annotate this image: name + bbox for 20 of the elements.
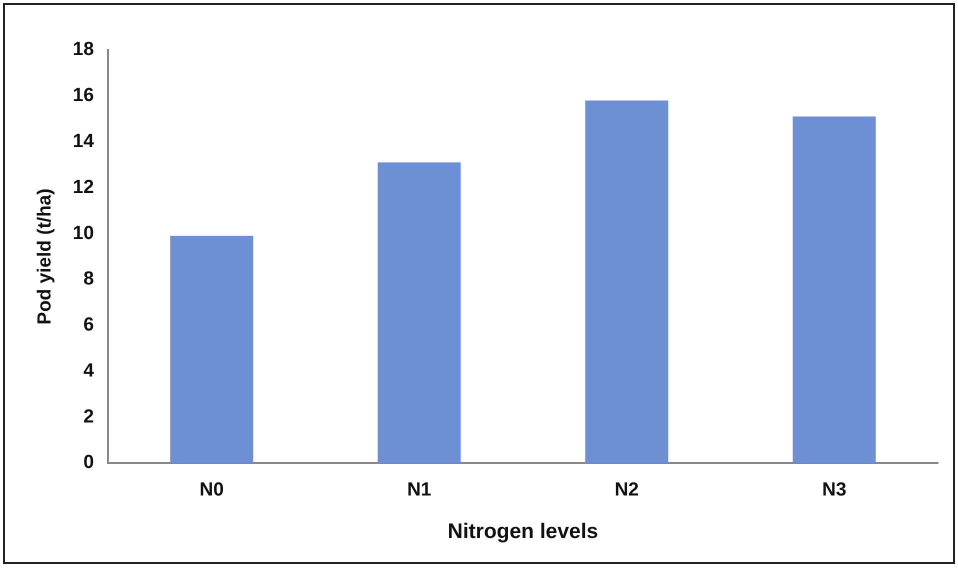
y-tick-label: 14	[72, 131, 94, 152]
y-tick-label: 16	[72, 85, 94, 106]
y-axis-title: Pod yield (t/ha)	[34, 188, 56, 325]
bar	[170, 236, 254, 463]
y-tick-label: 0	[83, 452, 94, 474]
x-tick-label: N2	[614, 480, 639, 501]
y-tick-label: 6	[83, 314, 94, 336]
y-tick-label: 2	[83, 406, 94, 428]
y-tick-label: 18	[72, 39, 94, 60]
x-tick-label: N1	[407, 480, 432, 501]
y-tick-label: 4	[83, 360, 94, 382]
y-tick-label: 12	[72, 176, 94, 198]
bar	[378, 162, 461, 463]
x-tick-label: N0	[200, 480, 224, 501]
y-tick-label: 10	[72, 222, 94, 244]
x-tick-label: N3	[822, 480, 846, 501]
bar	[792, 116, 876, 463]
y-tick-label: 8	[83, 268, 94, 290]
bar	[585, 100, 668, 463]
x-axis-title: Nitrogen levels	[448, 520, 598, 544]
